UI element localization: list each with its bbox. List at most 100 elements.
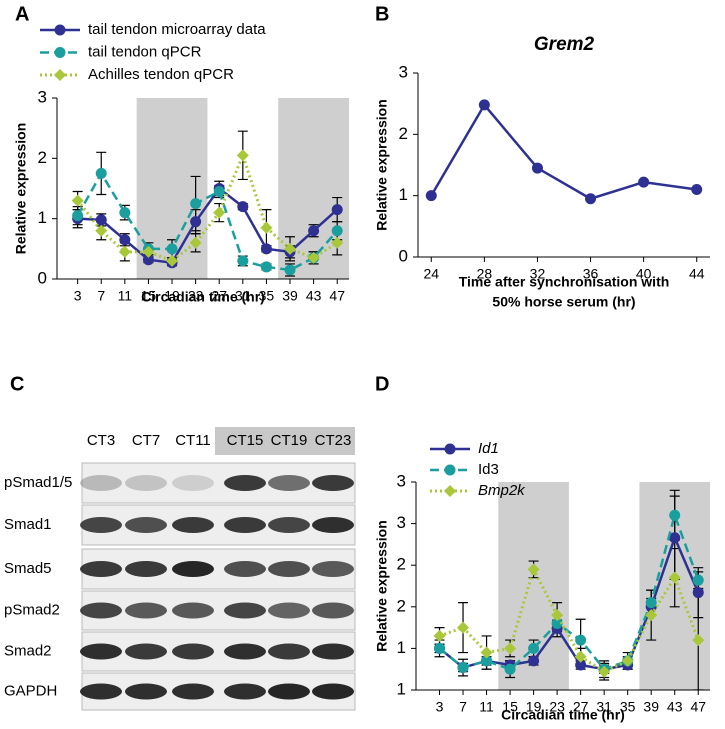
panel-label: D xyxy=(375,373,389,395)
blot-band xyxy=(224,561,266,577)
marker xyxy=(457,662,469,674)
marker xyxy=(575,659,587,671)
x-tick-label: 47 xyxy=(690,699,706,715)
x-tick-label: 7 xyxy=(459,699,467,715)
marker xyxy=(189,236,202,249)
marker xyxy=(574,650,587,663)
blot-band xyxy=(224,602,266,619)
x-tick-label: 44 xyxy=(689,266,705,282)
marker xyxy=(692,634,705,647)
x-tick-label: 27 xyxy=(573,699,589,715)
x-tick-label: 35 xyxy=(259,288,275,304)
marker xyxy=(669,532,681,544)
y-tick-label: 3 xyxy=(38,87,47,106)
marker xyxy=(95,214,107,226)
x-axis-title: Circadian time (hr) xyxy=(141,289,265,305)
blot-band xyxy=(268,517,310,533)
series-line xyxy=(439,565,700,674)
y-tick-label: 1 xyxy=(397,679,406,698)
panel-label: B xyxy=(375,3,389,25)
marker xyxy=(190,198,202,210)
marker xyxy=(551,609,564,622)
blot-band xyxy=(224,683,266,700)
lane-header-shade xyxy=(215,427,355,455)
marker xyxy=(307,251,320,264)
chart-title: Grem2 xyxy=(534,34,595,55)
marker xyxy=(142,254,154,266)
x-tick-label: 36 xyxy=(583,266,599,282)
lane-label: CT7 xyxy=(132,432,160,449)
marker xyxy=(95,167,107,179)
marker xyxy=(260,261,272,273)
marker xyxy=(528,642,540,654)
y-tick-label: 1 xyxy=(399,185,408,204)
row-label: Smad5 xyxy=(4,560,52,577)
blot-band xyxy=(172,602,214,619)
marker xyxy=(433,629,446,642)
marker xyxy=(95,224,108,237)
blot-band xyxy=(80,643,122,660)
row-label: Smad2 xyxy=(4,642,52,659)
blot-band xyxy=(125,475,167,491)
marker xyxy=(119,234,131,246)
x-tick-label: 39 xyxy=(643,699,659,715)
lane-label: CT19 xyxy=(271,432,308,449)
blot-band xyxy=(125,561,167,577)
blot-band xyxy=(80,683,122,700)
marker xyxy=(585,193,597,205)
marker xyxy=(504,642,517,655)
x-tick-label: 27 xyxy=(211,288,227,304)
marker xyxy=(142,245,155,258)
legend-marker xyxy=(54,24,66,36)
lane-label: CT3 xyxy=(87,432,115,449)
blot-band xyxy=(224,475,266,491)
x-axis-title: Circadian time (hr) xyxy=(501,707,625,723)
x-tick-label: 23 xyxy=(549,699,565,715)
marker xyxy=(331,225,343,237)
row-label: pSmad2 xyxy=(4,601,60,618)
marker xyxy=(118,245,131,258)
marker xyxy=(481,655,493,667)
blot-band xyxy=(224,643,266,660)
marker xyxy=(480,646,493,659)
x-tick-label: 40 xyxy=(636,266,652,282)
marker xyxy=(237,255,249,267)
panel-label: C xyxy=(10,373,24,395)
x-tick-label: 7 xyxy=(97,288,105,304)
blot-band xyxy=(172,561,214,577)
legend-marker xyxy=(444,464,456,476)
marker xyxy=(478,99,490,111)
y-tick-label: 2 xyxy=(397,596,406,615)
blot-band xyxy=(312,602,354,619)
marker xyxy=(691,184,703,196)
series-line xyxy=(430,102,697,201)
marker xyxy=(308,225,320,237)
y-axis-title: Relative expression xyxy=(374,520,390,652)
legend-label: Achilles tendon qPCR xyxy=(88,66,234,83)
marker xyxy=(645,609,658,622)
x-tick-label: 31 xyxy=(596,699,612,715)
x-tick-label: 31 xyxy=(235,288,251,304)
x-tick-label: 19 xyxy=(164,288,180,304)
x-tick-label: 39 xyxy=(282,288,298,304)
marker xyxy=(119,207,131,219)
x-tick-label: 32 xyxy=(530,266,546,282)
x-tick-label: 24 xyxy=(423,266,439,282)
blot-band xyxy=(125,643,167,660)
x-tick-label: 3 xyxy=(436,699,444,715)
blot-band xyxy=(125,602,167,619)
lane-label: CT11 xyxy=(175,432,211,449)
panel-label: A xyxy=(15,3,29,25)
y-axis-title: Relative expression xyxy=(374,99,390,231)
legend-marker xyxy=(444,485,456,497)
x-tick-label: 15 xyxy=(141,288,157,304)
marker xyxy=(166,254,179,267)
blot-band xyxy=(312,475,354,491)
x-tick-label: 23 xyxy=(188,288,204,304)
y-axis-title: Relative expression xyxy=(13,123,29,255)
blot-band xyxy=(268,602,310,619)
legend-label: tail tendon microarray data xyxy=(88,21,266,38)
x-tick-label: 11 xyxy=(479,699,494,715)
blot-band xyxy=(172,475,214,491)
marker xyxy=(425,190,437,202)
